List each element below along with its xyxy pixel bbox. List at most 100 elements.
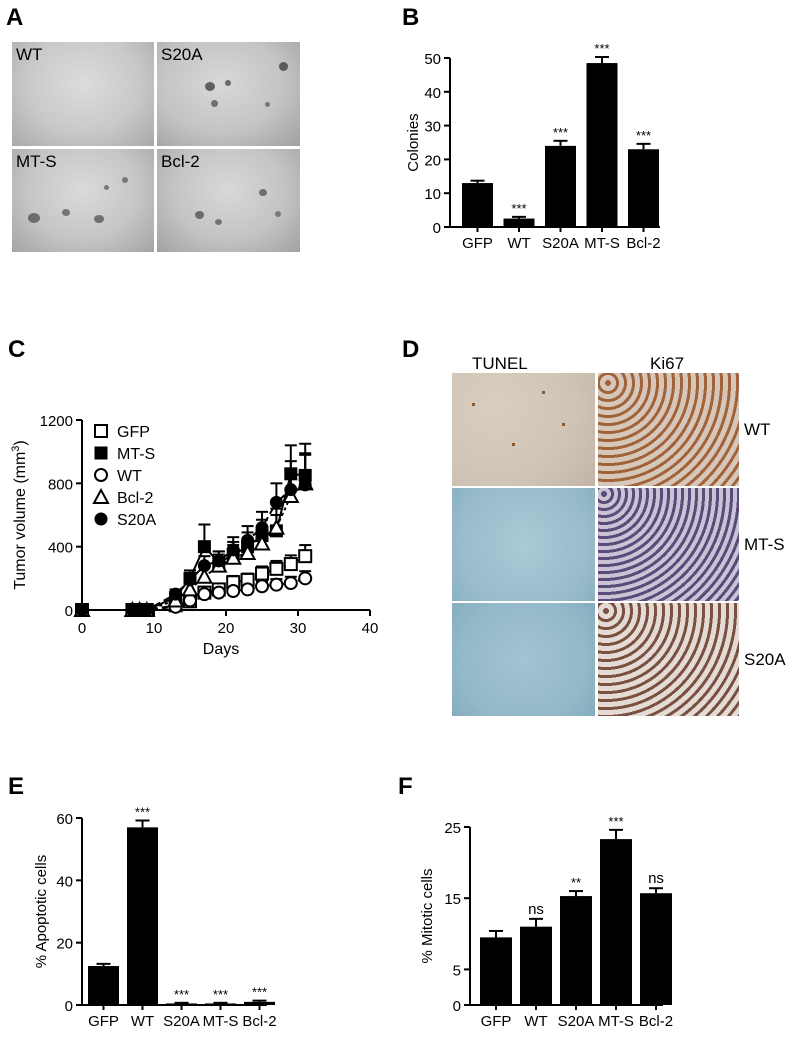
chart-f-x-tick-label: MT-S [598, 1013, 634, 1030]
chart-e-x-tick-label: WT [131, 1013, 154, 1030]
chart-c-legend-marker-gfp [94, 424, 108, 438]
chart-b-x-tick-label: MT-S [584, 235, 620, 252]
chart-e-y-tick-label: 0 [65, 998, 73, 1015]
chart-f-significance-label: ** [571, 875, 581, 890]
chart-c-point-s20a [197, 559, 211, 573]
chart-f-bar [640, 893, 672, 1005]
chart-b-y-tick-label: 50 [424, 51, 441, 68]
chart-e-significance-label: *** [213, 987, 228, 1002]
chart-e-bar [88, 966, 119, 1005]
chart-c-y-tick-label: 800 [48, 476, 73, 493]
row-label-s20a: S20A [744, 650, 786, 669]
chart-f-y-tick-label: 15 [444, 891, 461, 908]
chart-b-significance-label: *** [511, 201, 526, 216]
image-label-bcl-2: Bcl-2 [161, 152, 200, 171]
chart-b-y-tick-label: 0 [433, 220, 441, 237]
chart-b-significance-label: *** [636, 128, 651, 143]
chart-c-y-tick-label: 400 [48, 540, 73, 557]
chart-c-point-gfp [269, 561, 284, 576]
chart-c-point-gfp [283, 557, 298, 572]
chart-b-significance-label: *** [553, 125, 568, 140]
chart-f-bar [600, 839, 632, 1005]
chart-e-significance-label: *** [252, 985, 267, 1000]
chart-c-point-s20a [269, 495, 283, 509]
chart-c-point-mt-s [284, 467, 298, 481]
chart-e-x-tick-label: S20A [163, 1013, 200, 1030]
chart-e-significance-label: *** [135, 804, 150, 819]
chart-b-x-tick-label: Bcl-2 [626, 235, 660, 252]
chart-c-x-tick-label: 40 [362, 620, 379, 637]
ihc-tunel-wt [452, 373, 595, 486]
chart-b-bar [586, 63, 618, 227]
ihc-tunel-s20a [452, 603, 595, 716]
chart-f-significance-label: ns [528, 901, 544, 918]
ihc-ki67-mt-s [598, 488, 739, 601]
chart-f-significance-label: ns [648, 870, 664, 887]
chart-b-y-tick-label: 40 [424, 85, 441, 102]
row-label-mt-s: MT-S [744, 535, 785, 554]
image-label-wt: WT [16, 45, 43, 64]
chart-b-y-tick-label: 20 [424, 152, 441, 169]
colony-image-bcl-2: Bcl-2 [157, 149, 300, 252]
chart-c-point-s20a [226, 543, 240, 557]
chart-b-bar [503, 218, 535, 227]
chart-b-y-tick-label: 10 [424, 186, 441, 203]
chart-b-bar [628, 149, 659, 227]
chart-b-bar [545, 145, 576, 227]
chart-c-point-bcl-2 [267, 518, 286, 535]
chart-c-y-tick-label: 0 [65, 603, 73, 620]
chart-f-y-tick-label: 25 [444, 820, 461, 837]
chart-e-significance-label: *** [174, 987, 189, 1002]
chart-f-bar [560, 896, 592, 1005]
chart-b-significance-label: *** [594, 41, 609, 56]
chart-c-point-wt [240, 582, 255, 597]
chart-b-y-label: Colonies [405, 113, 422, 171]
chart-b-y-tick-label: 30 [424, 119, 441, 136]
chart-c-point-bcl-2 [224, 548, 242, 565]
chart-c-point-s20a [169, 587, 183, 601]
chart-c-point-s20a [183, 573, 197, 587]
chart-b-x-tick-label: S20A [542, 235, 579, 252]
chart-e-y-label: % Apoptotic cells [33, 855, 50, 968]
chart-f-bar [520, 926, 552, 1005]
chart-c-legend-label-s20a: S20A [117, 512, 156, 529]
chart-f-bar [480, 937, 512, 1005]
chart-b-x-tick-label: GFP [462, 235, 493, 252]
image-label-mt-s: MT-S [16, 152, 57, 171]
chart-f-y-tick-label: 0 [453, 998, 461, 1015]
chart-c-point-gfp [298, 549, 313, 564]
chart-c-point-wt [226, 584, 241, 598]
chart-c-point-s20a [284, 483, 298, 497]
chart-c-point-s20a [75, 603, 89, 617]
chart-f-x-tick-label: GFP [481, 1013, 512, 1030]
chart-f-significance-label: *** [608, 814, 623, 829]
chart-c-x-tick-label: 30 [290, 620, 307, 637]
chart-c-point-wt [197, 587, 212, 602]
chart-c-point-bcl-2 [195, 567, 214, 584]
image-label-s20a: S20A [161, 45, 203, 64]
chart-e-y-tick-label: 20 [56, 936, 73, 953]
chart-c-legend-label-wt: WT [117, 468, 142, 485]
chart-c-legend-marker-mt-s [94, 446, 108, 460]
chart-c-point-wt [255, 579, 269, 594]
chart-c-point-mt-s [197, 540, 211, 554]
chart-b-x-tick-label: WT [507, 235, 530, 252]
chart-e-y-tick-label: 60 [56, 811, 73, 828]
chart-c-point-s20a [241, 533, 255, 547]
colony-image-mt-s: MT-S [12, 149, 154, 252]
chart-c-legend-marker-s20a [94, 512, 108, 526]
chart-c-point-wt [211, 585, 226, 600]
chart-c-y-tick-label: 1200 [40, 413, 73, 430]
chart-c-point-s20a [298, 478, 312, 492]
chart-c-legend-marker-wt [94, 468, 108, 482]
chart-e-bar [205, 1003, 236, 1005]
panel-b-letter: B [402, 4, 420, 31]
chart-c-point-bcl-2 [181, 580, 199, 597]
chart-e-y-tick-label: 40 [56, 873, 73, 890]
chart-c-point-s20a [140, 603, 154, 617]
chart-e-bar [244, 1001, 275, 1005]
